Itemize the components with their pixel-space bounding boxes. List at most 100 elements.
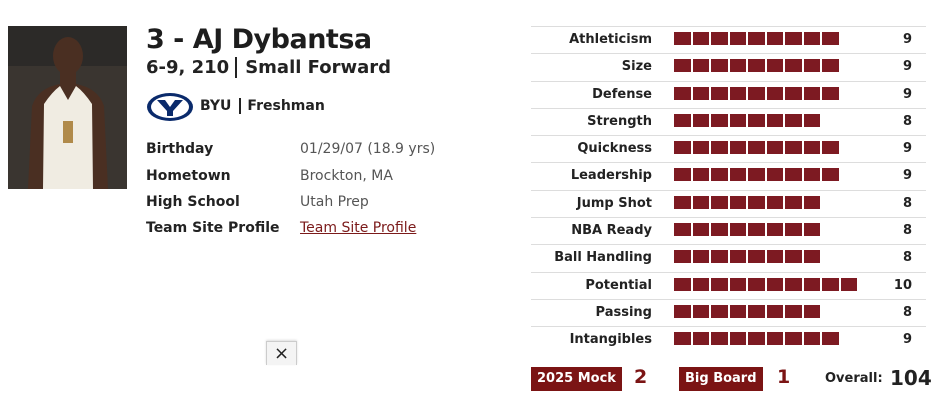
rating-square: [785, 59, 802, 73]
profile-link[interactable]: Team Site Profile: [300, 220, 417, 236]
rating-square: [766, 304, 783, 318]
info-label: Birthday: [146, 141, 214, 157]
rating-square: [803, 250, 820, 264]
rating-row: Size 9: [531, 53, 926, 80]
rating-square: [692, 277, 709, 291]
rating-square: [729, 195, 746, 209]
rating-square: [729, 113, 746, 127]
rating-row: Intangibles 9: [531, 326, 926, 353]
position: Small Forward: [245, 57, 392, 78]
rating-square: [711, 32, 728, 45]
rating-bar: [674, 86, 839, 100]
rating-name: Passing: [595, 304, 652, 320]
rating-square: [803, 223, 820, 237]
board-label: Big Board: [679, 367, 763, 391]
rating-value: 9: [902, 168, 912, 184]
rating-square: [748, 332, 765, 346]
rating-square: [766, 277, 783, 291]
rating-row: Strength 8: [531, 107, 926, 135]
player-photo: [8, 26, 127, 189]
rating-square: [803, 86, 820, 100]
rating-value: 9: [902, 332, 912, 348]
rating-square: [748, 250, 765, 264]
rating-bar: [674, 168, 839, 182]
rating-square: [692, 59, 709, 73]
class: Freshman: [247, 98, 325, 114]
rating-square: [766, 141, 783, 155]
mock-value: 2: [634, 366, 648, 388]
rating-square: [785, 86, 802, 100]
rating-square: [674, 141, 691, 155]
rating-square: [766, 332, 783, 346]
rating-square: [748, 168, 765, 182]
rating-square: [692, 195, 709, 209]
rating-square: [729, 277, 746, 291]
rating-bar: [674, 32, 839, 45]
rating-square: [711, 250, 728, 264]
rating-square: [692, 86, 709, 100]
info-value: Brockton, MA: [300, 168, 393, 184]
rating-square: [674, 223, 691, 237]
rating-name: Leadership: [570, 168, 652, 184]
rating-square: [674, 32, 691, 45]
rating-bar: [674, 304, 820, 318]
school: BYU: [200, 98, 232, 114]
rating-square: [748, 277, 765, 291]
rating-name: Athleticism: [569, 32, 652, 47]
rating-square: [766, 223, 783, 237]
rating-bar: [674, 223, 820, 237]
close-button[interactable]: ×: [266, 341, 297, 365]
rating-square: [803, 277, 820, 291]
overall-value: 104: [890, 366, 932, 390]
info-label: High School: [146, 194, 240, 210]
rating-square: [766, 250, 783, 264]
rating-square: [748, 86, 765, 100]
rating-row: NBA Ready 8: [531, 217, 926, 244]
rating-row: Athleticism 9: [531, 26, 926, 53]
rating-square: [803, 195, 820, 209]
rating-bar: [674, 113, 820, 127]
rating-square: [766, 195, 783, 209]
rating-square: [803, 59, 820, 73]
rating-square: [766, 32, 783, 45]
rating-square: [803, 304, 820, 318]
rating-square: [674, 168, 691, 182]
school-logo: [147, 93, 193, 121]
rating-square: [822, 86, 839, 100]
rating-square: [748, 195, 765, 209]
rating-square: [711, 304, 728, 318]
rating-square: [729, 168, 746, 182]
rating-square: [803, 113, 820, 127]
rating-square: [748, 59, 765, 73]
rating-square: [692, 223, 709, 237]
rating-row: Jump Shot 8: [531, 189, 926, 217]
rating-name: Potential: [585, 277, 652, 293]
rating-square: [766, 113, 783, 127]
rating-value: 10: [893, 277, 912, 293]
rating-square: [785, 168, 802, 182]
rating-square: [785, 304, 802, 318]
rating-name: NBA Ready: [571, 223, 652, 239]
rating-value: 8: [902, 223, 912, 239]
mock-label: 2025 Mock: [531, 367, 622, 391]
rating-square: [692, 168, 709, 182]
rating-square: [785, 332, 802, 346]
player-subtitle: 6-9, 210 Small Forward: [146, 57, 391, 78]
rating-square: [711, 195, 728, 209]
rating-name: Jump Shot: [576, 195, 652, 211]
rating-square: [748, 141, 765, 155]
measurements: 6-9, 210: [146, 57, 230, 78]
rating-square: [692, 113, 709, 127]
rating-name: Defense: [592, 86, 652, 102]
info-value: 01/29/07 (18.9 yrs): [300, 141, 436, 157]
rating-square: [674, 195, 691, 209]
rating-square: [692, 32, 709, 45]
rating-square: [674, 59, 691, 73]
rating-square: [711, 277, 728, 291]
rating-value: 9: [902, 59, 912, 75]
rating-square: [692, 304, 709, 318]
rating-square: [785, 223, 802, 237]
rating-square: [674, 332, 691, 346]
rating-value: 8: [902, 250, 912, 266]
